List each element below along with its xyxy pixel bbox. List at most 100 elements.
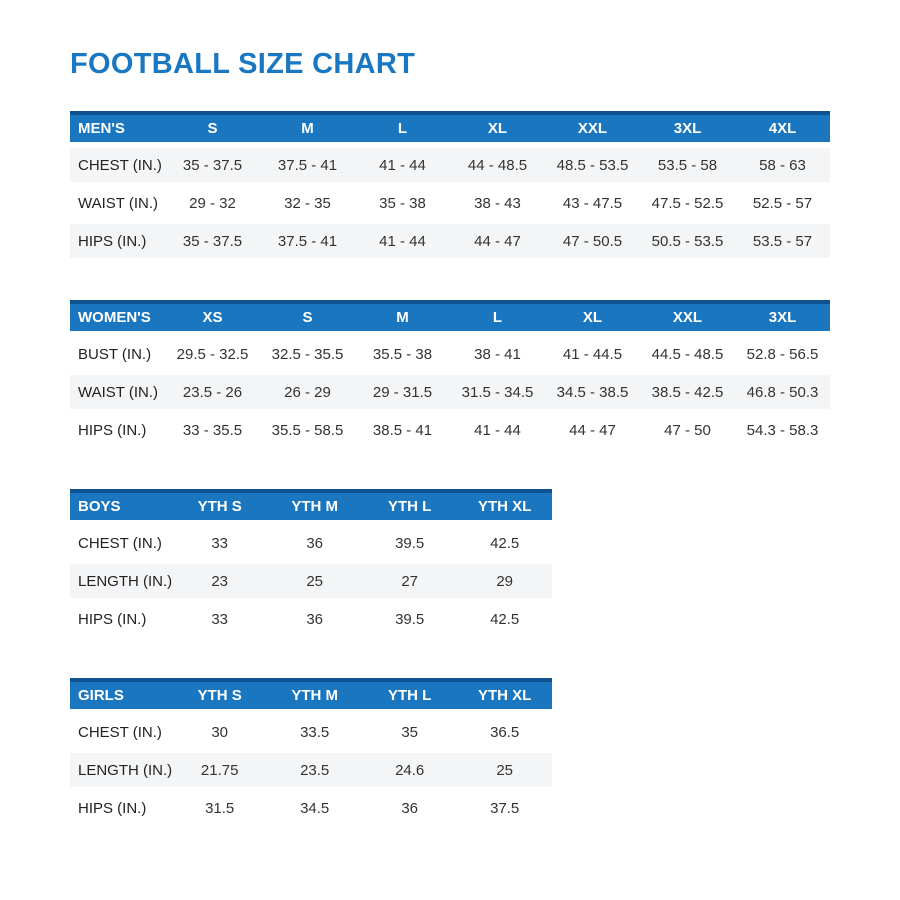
measurement-value: 52.5 - 57 [735,184,830,222]
measurement-value: 29.5 - 32.5 [165,335,260,373]
size-column-header: S [260,300,355,335]
measurement-value: 47 - 50 [640,411,735,449]
measurement-value: 33 - 35.5 [165,411,260,449]
measurement-value: 37.5 - 41 [260,222,355,260]
measurement-value: 27 [362,562,458,600]
table-group-label-womens: WOMEN'S [70,300,165,335]
measurement-row: HIPS (IN.) 33 36 39.5 42.5 [70,600,553,638]
measurement-value: 42.5 [457,524,553,562]
measurement-value: 35.5 - 38 [355,335,450,373]
measurement-value: 39.5 [362,600,458,638]
measurement-value: 30 [172,713,268,751]
size-table-header-row: GIRLS YTH S YTH M YTH L YTH XL [70,678,553,713]
measurement-label: BUST (IN.) [70,335,165,373]
measurement-row: LENGTH (IN.) 23 25 27 29 [70,562,553,600]
measurement-row: CHEST (IN.) 35 - 37.5 37.5 - 41 41 - 44 44 -… [70,146,830,184]
size-table-header-row: BOYS YTH S YTH M YTH L YTH XL [70,489,553,524]
measurement-label: HIPS (IN.) [70,411,165,449]
measurement-label: CHEST (IN.) [70,713,173,751]
size-table-womens: WOMEN'S XS S M L XL XXL 3XL BUST (IN.) 29.5 - 32.… [70,300,830,449]
measurement-value: 47.5 - 52.5 [640,184,735,222]
measurement-label: CHEST (IN.) [70,524,173,562]
page-title: FOOTBALL SIZE CHART [70,48,416,80]
size-table-boys: BOYS YTH S YTH M YTH L YTH XL CHEST (IN.) 33 36… [70,489,553,638]
measurement-row: WAIST (IN.) 23.5 - 26 26 - 29 29 - 31.5 31.5… [70,373,830,411]
measurement-value: 34.5 - 38.5 [545,373,640,411]
size-column-header: S [165,111,260,146]
measurement-value: 41 - 44 [355,222,450,260]
measurement-value: 31.5 - 34.5 [450,373,545,411]
size-column-header: L [450,300,545,335]
size-column-header: 3XL [735,300,830,335]
size-table-header-row: WOMEN'S XS S M L XL XXL 3XL [70,300,830,335]
measurement-value: 35 - 37.5 [165,146,260,184]
measurement-label: LENGTH (IN.) [70,751,173,789]
size-table-header-row: MEN'S S M L XL XXL 3XL 4XL [70,111,830,146]
size-column-header: YTH M [267,489,363,524]
measurement-value: 36 [267,600,363,638]
measurement-value: 32.5 - 35.5 [260,335,355,373]
size-table-girls: GIRLS YTH S YTH M YTH L YTH XL CHEST (IN.) 30 3… [70,678,553,827]
measurement-label: HIPS (IN.) [70,222,165,260]
measurement-label: LENGTH (IN.) [70,562,173,600]
measurement-value: 53.5 - 58 [640,146,735,184]
measurement-value: 25 [267,562,363,600]
size-column-header: YTH M [267,678,363,713]
measurement-label: HIPS (IN.) [70,600,173,638]
measurement-value: 52.8 - 56.5 [735,335,830,373]
measurement-value: 24.6 [362,751,458,789]
measurement-row: CHEST (IN.) 33 36 39.5 42.5 [70,524,553,562]
measurement-value: 38.5 - 41 [355,411,450,449]
measurement-value: 29 [457,562,553,600]
measurement-value: 38.5 - 42.5 [640,373,735,411]
measurement-value: 31.5 [172,789,268,827]
measurement-value: 38 - 41 [450,335,545,373]
measurement-value: 33.5 [267,713,363,751]
size-column-header: M [260,111,355,146]
measurement-row: CHEST (IN.) 30 33.5 35 36.5 [70,713,553,751]
measurement-value: 23 [172,562,268,600]
measurement-row: WAIST (IN.) 29 - 32 32 - 35 35 - 38 38 - 43 4… [70,184,830,222]
measurement-value: 41 - 44 [355,146,450,184]
measurement-value: 43 - 47.5 [545,184,640,222]
measurement-row: HIPS (IN.) 35 - 37.5 37.5 - 41 41 - 44 44 - … [70,222,830,260]
measurement-value: 36 [362,789,458,827]
measurement-value: 44.5 - 48.5 [640,335,735,373]
measurement-value: 44 - 48.5 [450,146,545,184]
measurement-value: 29 - 32 [165,184,260,222]
size-column-header: YTH XL [457,678,553,713]
measurement-value: 41 - 44.5 [545,335,640,373]
measurement-value: 36 [267,524,363,562]
measurement-value: 34.5 [267,789,363,827]
size-column-header: YTH S [172,489,268,524]
measurement-value: 23.5 [267,751,363,789]
measurement-row: HIPS (IN.) 33 - 35.5 35.5 - 58.5 38.5 - 41 4… [70,411,830,449]
table-group-label-mens: MEN'S [70,111,165,146]
table-group-label-boys: BOYS [70,489,173,524]
size-column-header: M [355,300,450,335]
measurement-value: 37.5 - 41 [260,146,355,184]
measurement-value: 23.5 - 26 [165,373,260,411]
size-column-header: 3XL [640,111,735,146]
measurement-value: 33 [172,600,268,638]
measurement-value: 44 - 47 [450,222,545,260]
size-column-header: YTH L [362,489,458,524]
measurement-value: 26 - 29 [260,373,355,411]
measurement-value: 35 [362,713,458,751]
measurement-row: BUST (IN.) 29.5 - 32.5 32.5 - 35.5 35.5 - 3… [70,335,830,373]
measurement-value: 46.8 - 50.3 [735,373,830,411]
measurement-value: 48.5 - 53.5 [545,146,640,184]
measurement-row: HIPS (IN.) 31.5 34.5 36 37.5 [70,789,553,827]
measurement-label: WAIST (IN.) [70,184,165,222]
measurement-value: 35.5 - 58.5 [260,411,355,449]
measurement-value: 37.5 [457,789,553,827]
measurement-value: 39.5 [362,524,458,562]
measurement-value: 42.5 [457,600,553,638]
measurement-value: 36.5 [457,713,553,751]
measurement-value: 58 - 63 [735,146,830,184]
size-column-header: XL [450,111,545,146]
size-column-header: XXL [545,111,640,146]
measurement-value: 35 - 37.5 [165,222,260,260]
size-column-header: YTH XL [457,489,553,524]
